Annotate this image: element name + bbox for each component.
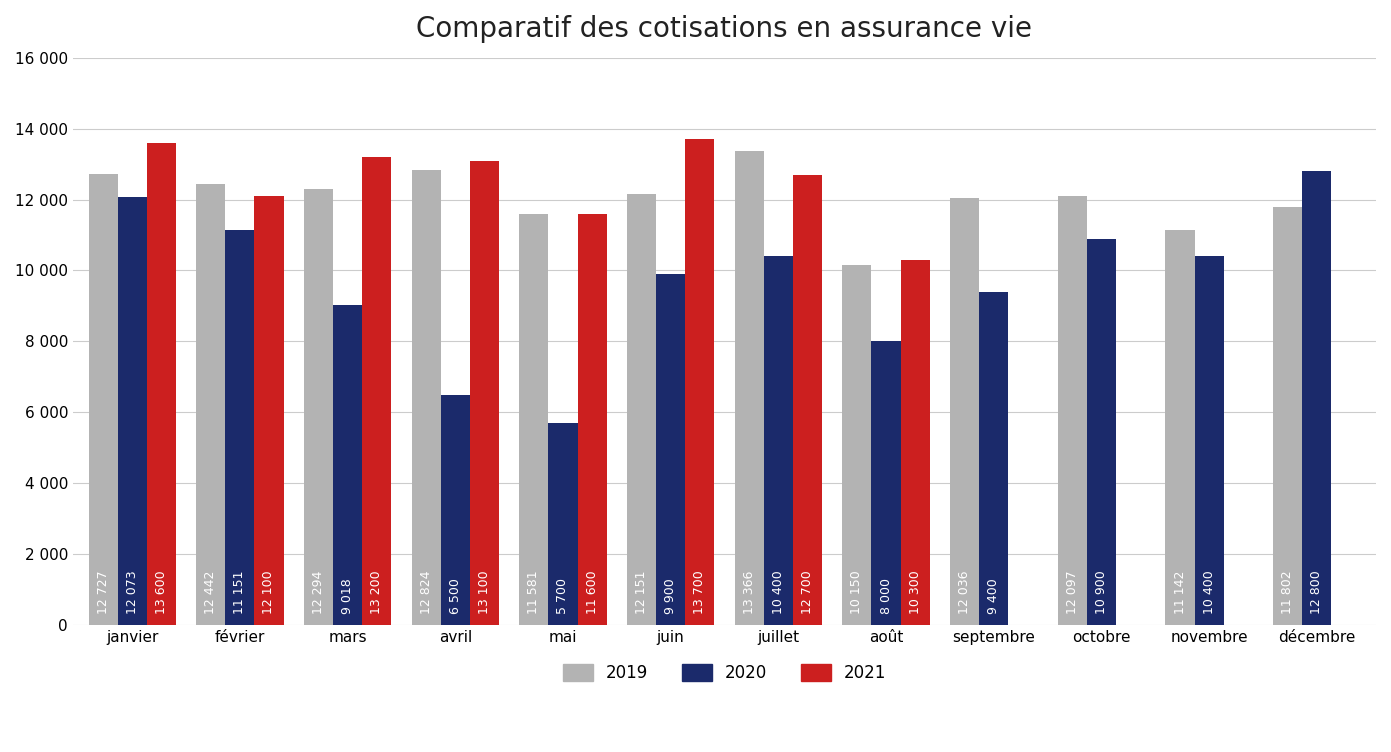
Bar [548,423,577,625]
Bar [793,174,822,625]
Title: Comparatif des cotisations en assurance vie: Comparatif des cotisations en assurance … [416,15,1032,43]
Text: 9 900: 9 900 [664,578,677,614]
Bar [441,395,470,625]
Text: 13 600: 13 600 [154,571,168,614]
Text: 12 727: 12 727 [96,571,110,614]
Text: 11 802: 11 802 [1281,571,1294,614]
Bar [255,196,284,625]
Text: 9 400: 9 400 [988,578,1000,614]
Text: 9 018: 9 018 [341,578,355,614]
Bar [225,229,255,625]
Bar [657,274,686,625]
Text: 6 500: 6 500 [449,578,462,614]
Text: 12 442: 12 442 [204,571,217,614]
Bar [1057,196,1086,625]
Bar [1273,207,1302,625]
Legend: 2019, 2020, 2021: 2019, 2020, 2021 [555,656,894,690]
Bar [979,292,1008,625]
Text: 13 100: 13 100 [479,571,491,614]
Bar [305,190,332,625]
Bar [1166,230,1195,625]
Text: 11 581: 11 581 [527,571,540,614]
Text: 12 073: 12 073 [125,571,139,614]
Bar [627,194,657,625]
Bar [412,171,441,625]
Text: 10 400: 10 400 [772,571,785,614]
Text: 10 300: 10 300 [908,571,922,614]
Bar [843,265,872,625]
Bar [147,143,175,625]
Text: 8 000: 8 000 [879,578,893,614]
Bar [362,157,391,625]
Bar [950,199,979,625]
Text: 11 151: 11 151 [234,571,246,614]
Text: 10 900: 10 900 [1095,571,1107,614]
Text: 13 366: 13 366 [743,571,755,614]
Bar [734,151,764,625]
Text: 12 700: 12 700 [801,571,814,614]
Text: 11 142: 11 142 [1174,571,1187,614]
Bar [196,184,225,625]
Bar [577,214,606,625]
Text: 12 294: 12 294 [312,571,325,614]
Bar [332,305,362,625]
Text: 12 824: 12 824 [420,571,433,614]
Text: 12 036: 12 036 [958,571,971,614]
Text: 13 700: 13 700 [693,571,707,614]
Text: 12 151: 12 151 [636,571,648,614]
Bar [89,174,118,625]
Bar [118,197,147,625]
Bar [1302,171,1331,625]
Text: 12 097: 12 097 [1066,571,1079,614]
Bar [1195,256,1224,625]
Bar [900,260,929,625]
Text: 13 200: 13 200 [370,571,383,614]
Bar [686,139,714,625]
Text: 11 600: 11 600 [586,571,598,614]
Text: 10 400: 10 400 [1203,571,1216,614]
Bar [764,256,793,625]
Bar [1086,238,1116,625]
Text: 12 800: 12 800 [1310,571,1323,614]
Text: 5 700: 5 700 [556,578,569,614]
Bar [872,341,900,625]
Bar [519,214,548,625]
Bar [470,161,499,625]
Text: 10 150: 10 150 [850,571,864,614]
Text: 12 100: 12 100 [263,571,275,614]
